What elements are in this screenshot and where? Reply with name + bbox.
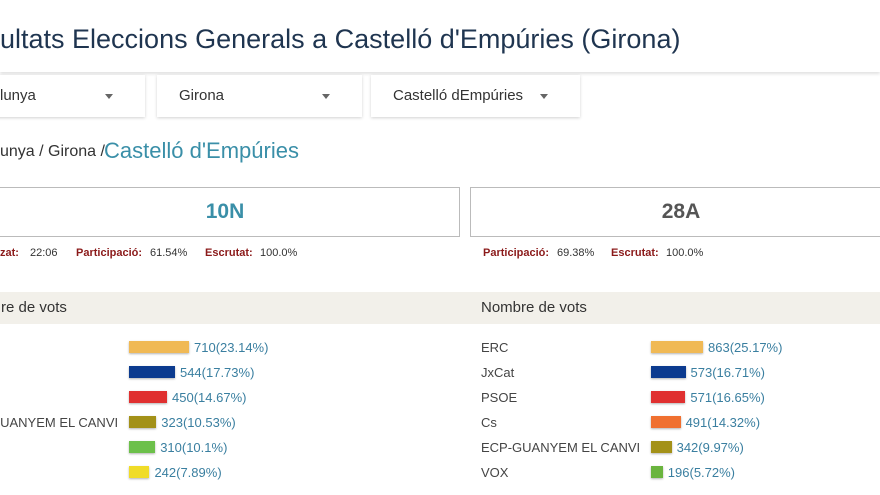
vote-label: 710(23.14%) [194,340,269,355]
election-tab[interactable]: 10N [0,187,460,237]
section-header: Nombre de vots [470,292,880,324]
party-name: ECP-GUANYEM EL CANVI [481,440,641,455]
vote-bar [129,466,150,478]
vote-bar [651,366,686,378]
dropdown-text: Castelló dEmpúries [393,87,524,104]
vote-label: 491(14.32%) [685,415,761,430]
party-name: VOX [481,465,509,480]
stat-label: Escrutat: [611,247,659,259]
vote-bar [129,341,189,353]
vote-label: 310(10.1%) [160,440,228,455]
stat-label: Escrutat: [205,247,253,259]
vote-label: 242(7.89%) [154,465,222,480]
dropdown[interactable]: lunya [0,75,145,117]
caret-icon [322,94,330,99]
dropdown[interactable]: Girona [157,75,362,117]
dropdown-text: Girona [179,87,225,104]
vote-bar [129,416,157,428]
vote-bar [651,441,672,453]
caret-icon [540,94,548,99]
vote-bar [129,366,175,378]
stat-value: 100.0% [260,247,298,259]
party-name: JxCat [481,365,515,380]
dropdown[interactable]: Castelló dEmpúries [371,75,580,117]
vote-bar [651,391,686,403]
vote-bar [129,441,156,453]
caret-icon [105,94,113,99]
vote-bar [651,341,703,353]
stat-label: Participació: [483,247,550,259]
breadcrumb-path: unya / Girona / [0,143,105,160]
vote-bar [651,416,681,428]
party-name: ERC [481,340,509,355]
vote-label: 196(5.72%) [667,465,736,480]
section-header: re de vots [0,292,476,324]
stat-value: 22:06 [30,247,58,259]
election-tab[interactable]: 28A [470,187,880,237]
stat-value: 69.38% [557,247,595,259]
party-name: GUANYEM EL CANVI [0,415,119,430]
party-name: PSOE [481,390,518,405]
vote-bar [651,466,663,478]
dropdown-text: lunya [0,87,36,104]
stat-value: 100.0% [666,247,704,259]
vote-bar [129,391,168,403]
stat-value: 61.54% [150,247,188,259]
vote-label: 863(25.17%) [708,340,783,355]
vote-label: 323(10.53%) [161,415,236,430]
vote-label: 573(16.71%) [690,365,765,380]
page-title: ultats Eleccions Generals a Castelló d'E… [0,24,681,54]
vote-label: 342(9.97%) [676,440,744,455]
stat-label: Participació: [76,247,143,259]
breadcrumb-current: Castelló d'Empúries [104,138,299,163]
party-name: Cs [481,415,497,430]
vote-label: 544(17.73%) [179,365,255,380]
stat-label: zat: [0,247,19,259]
vote-label: 450(14.67%) [172,390,247,405]
vote-label: 571(16.65%) [690,390,765,405]
